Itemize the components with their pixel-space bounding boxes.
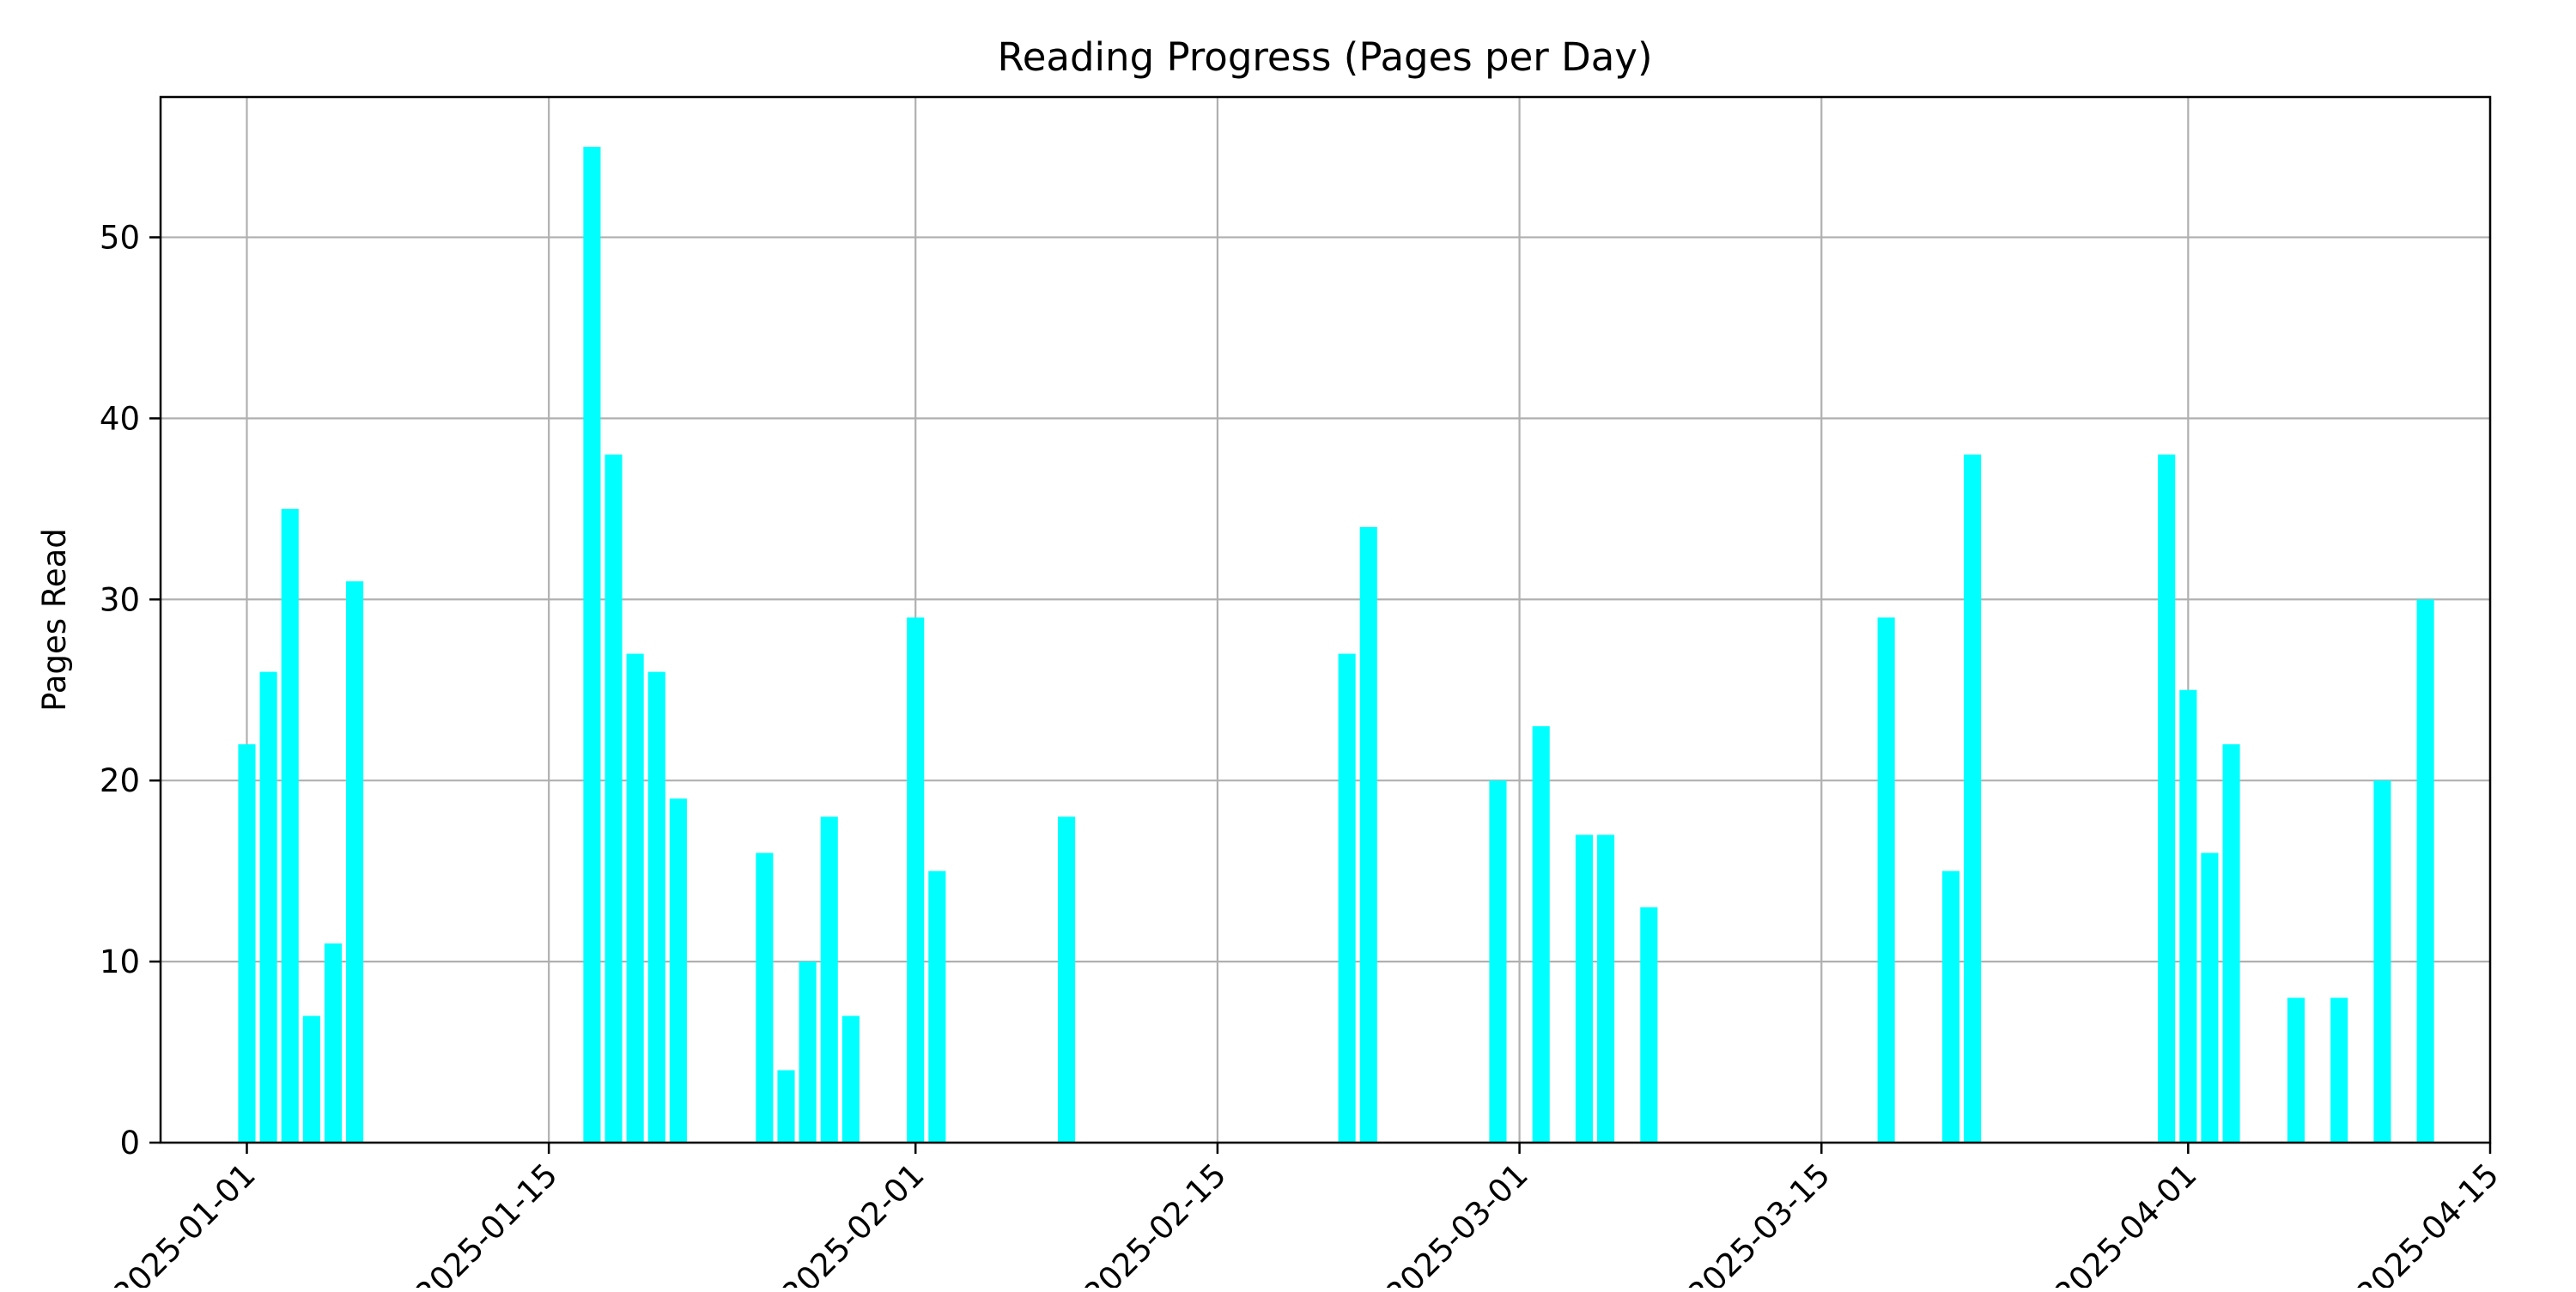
bar bbox=[302, 1016, 320, 1143]
bar bbox=[238, 744, 256, 1143]
bar bbox=[1532, 725, 1550, 1143]
bar bbox=[1941, 870, 1960, 1143]
bar bbox=[2179, 689, 2197, 1143]
bar bbox=[2416, 599, 2434, 1143]
bar bbox=[669, 798, 687, 1143]
bar bbox=[2373, 780, 2391, 1143]
bar bbox=[841, 1016, 860, 1143]
bar bbox=[1640, 907, 1658, 1143]
bar bbox=[259, 671, 277, 1143]
bar bbox=[1964, 454, 1982, 1143]
bar bbox=[1877, 617, 1895, 1143]
chart-title: Reading Progress (Pages per Day) bbox=[997, 34, 1652, 80]
bar bbox=[583, 147, 601, 1143]
y-axis-ticks: 0 10 20 30 40 50 bbox=[100, 219, 161, 1162]
y-tick-label: 30 bbox=[100, 581, 140, 618]
bar bbox=[756, 852, 774, 1143]
bar bbox=[605, 454, 623, 1143]
bars bbox=[238, 147, 2434, 1143]
y-tick-label: 50 bbox=[100, 219, 140, 256]
bar bbox=[1575, 834, 1593, 1143]
y-tick-label: 20 bbox=[100, 762, 140, 799]
bar bbox=[1597, 834, 1615, 1143]
plot-frame bbox=[159, 95, 2492, 1144]
bar bbox=[281, 508, 299, 1143]
bar bbox=[2158, 454, 2176, 1143]
bar bbox=[799, 961, 817, 1143]
bar bbox=[346, 581, 364, 1143]
bar bbox=[1359, 526, 1377, 1143]
y-axis-label: Pages Read bbox=[36, 528, 73, 712]
bar bbox=[820, 816, 838, 1143]
y-tick-label: 0 bbox=[119, 1125, 140, 1162]
bar bbox=[2287, 998, 2305, 1143]
bar bbox=[1338, 653, 1356, 1143]
bar bbox=[324, 943, 343, 1143]
bar bbox=[928, 870, 946, 1143]
bar bbox=[777, 1070, 795, 1143]
bar bbox=[626, 653, 644, 1143]
bar bbox=[907, 617, 925, 1143]
bar bbox=[1489, 780, 1507, 1143]
bar bbox=[2222, 744, 2240, 1143]
bar bbox=[2201, 852, 2219, 1143]
bar bbox=[1058, 816, 1076, 1143]
y-tick-label: 40 bbox=[100, 400, 140, 437]
y-tick-label: 10 bbox=[100, 943, 140, 980]
bar bbox=[2330, 998, 2348, 1143]
bar bbox=[647, 671, 665, 1143]
